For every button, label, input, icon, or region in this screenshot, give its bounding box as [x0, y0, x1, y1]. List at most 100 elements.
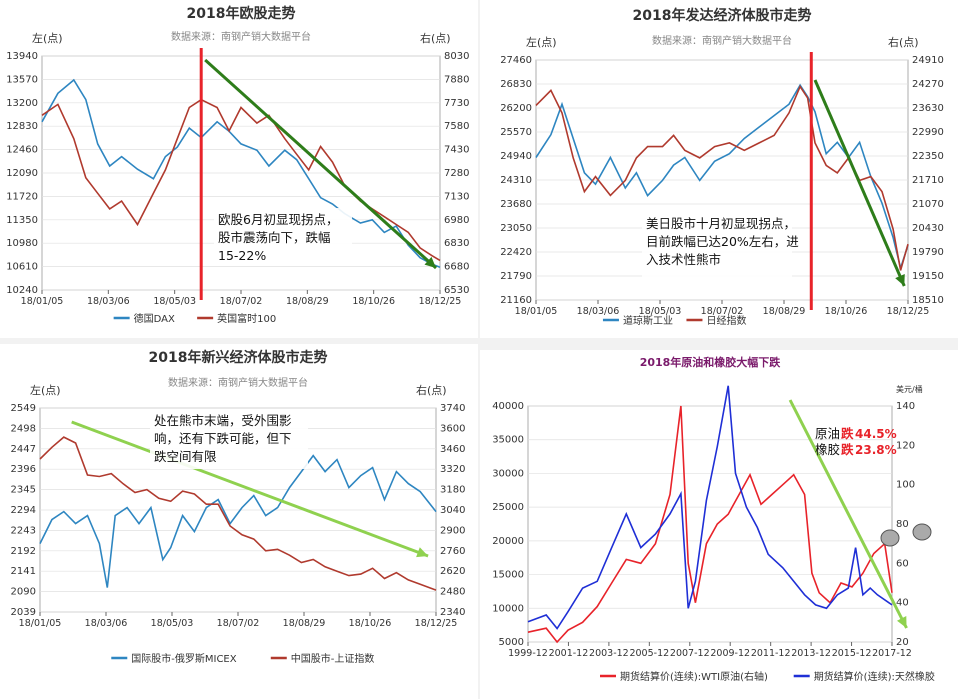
y-left-tick-label: 21790	[500, 271, 532, 282]
legend-label-1: 中国股市-上证指数	[291, 652, 375, 665]
y-right-tick-label: 2340	[440, 607, 465, 618]
y-left-tick-label: 27460	[500, 55, 532, 66]
y-left-tick-label: 2549	[11, 403, 36, 414]
annotation-box	[642, 212, 792, 278]
x-tick-label: 18/05/03	[639, 306, 682, 317]
x-tick-label: 18/10/26	[825, 306, 868, 317]
y-left-tick-label: 2396	[11, 464, 36, 475]
annotation-box	[214, 208, 352, 266]
y-right-tick-label: 2760	[440, 546, 465, 557]
x-tick-label: 18/07/02	[701, 306, 744, 317]
legend-label-1: 英国富时100	[217, 312, 276, 325]
x-tick-label: 2001-12	[549, 648, 589, 659]
y-right-tick-label: 24270	[912, 79, 944, 90]
chart-subtitle: 数据来源：南钢产销大数据平台	[171, 30, 311, 43]
x-tick-label: 18/12/25	[419, 296, 462, 307]
x-tick-label: 2017-12	[872, 648, 912, 659]
y-right-tick-label: 80	[896, 519, 909, 530]
y-left-tick-label: 22420	[500, 247, 532, 258]
chart-subtitle: 数据来源：南钢产销大数据平台	[168, 376, 308, 389]
y-left-tick-label: 10610	[6, 262, 38, 273]
y-left-tick-label: 23680	[500, 199, 532, 210]
x-tick-label: 18/08/29	[286, 296, 329, 307]
x-tick-label: 2013-12	[791, 648, 831, 659]
y-right-tick-label: 3460	[440, 444, 465, 455]
x-tick-label: 18/01/05	[19, 618, 62, 629]
x-tick-label: 18/12/25	[887, 306, 930, 317]
y-right-tick-label: 3740	[440, 403, 465, 414]
y-left-tick-label: 2192	[11, 546, 36, 557]
y-right-tick-label: 2620	[440, 566, 465, 577]
y-right-tick-label: 21710	[912, 175, 944, 186]
y-left-tick-label: 2345	[11, 485, 36, 496]
y-left-tick-label: 21160	[500, 295, 532, 306]
annotation-text: 跌空间有限	[154, 449, 217, 464]
y-left-tick-label: 10240	[6, 285, 38, 296]
y-right-tick-label: 120	[896, 440, 915, 451]
y-right-tick-label: 24910	[912, 55, 944, 66]
y-left-tick-label: 13200	[6, 98, 38, 109]
annotation-verb: 跌	[841, 442, 854, 457]
trend-arrow-line	[71, 420, 429, 558]
trend-arrow-line	[788, 399, 908, 629]
x-tick-label: 18/03/06	[577, 306, 620, 317]
y-left-tick-label: 25570	[500, 127, 532, 138]
y-right-tick-label: 3040	[440, 505, 465, 516]
chart-subtitle: 数据来源：南钢产销大数据平台	[652, 34, 792, 47]
y-left-tick-label: 15000	[492, 570, 524, 581]
annotation-verb: 跌	[841, 426, 854, 441]
y-right-tick-label: 6980	[444, 215, 469, 226]
y-left-tick-label: 35000	[492, 435, 524, 446]
x-tick-label: 18/05/03	[153, 296, 196, 307]
y-right-tick-label: 19790	[912, 247, 944, 258]
y-right-tick-label: 6530	[444, 285, 469, 296]
y-right-tick-label: 40	[896, 598, 909, 609]
x-tick-label: 18/05/03	[151, 618, 194, 629]
y-left-tick-label: 26830	[500, 79, 532, 90]
y-right-tick-label: 3320	[440, 464, 465, 475]
annotation-text: 15-22%	[218, 248, 266, 263]
y-right-tick-label: 3600	[440, 423, 465, 434]
x-tick-label: 18/08/29	[763, 306, 806, 317]
y-left-tick-label: 13940	[6, 51, 38, 62]
series-line-0	[41, 78, 441, 268]
y-left-tick-label: 2498	[11, 423, 36, 434]
y-left-tick-label: 20000	[492, 536, 524, 547]
x-tick-label: 2005-12	[629, 648, 669, 659]
y-right-tick-label: 22990	[912, 127, 944, 138]
x-tick-label: 18/03/06	[85, 618, 128, 629]
y-left-tick-label: 2141	[11, 566, 36, 577]
chart-title: 2018年新兴经济体股市走势	[149, 349, 328, 366]
y-left-tick-label: 12830	[6, 121, 38, 132]
peak-marker	[880, 529, 900, 547]
y-right-tick-label: 22350	[912, 151, 944, 162]
y-left-tick-label: 2243	[11, 525, 36, 536]
x-tick-label: 18/07/02	[220, 296, 263, 307]
legend-label-0: 国际股市-俄罗斯MICEX	[131, 652, 236, 665]
x-tick-label: 18/01/05	[21, 296, 64, 307]
trend-arrow-head	[895, 274, 905, 286]
y-left-tick-label: 5000	[499, 637, 524, 648]
y-right-tick-label: 21070	[912, 199, 944, 210]
trend-arrow-line	[813, 79, 906, 287]
y-right-tick-label: 6830	[444, 238, 469, 249]
annotation-text: 美日股市十月初显现拐点，	[646, 216, 796, 231]
y-axis-left-label: 左(点)	[32, 32, 63, 45]
y-right-tick-label: 3180	[440, 485, 465, 496]
x-tick-label: 18/07/02	[217, 618, 260, 629]
trend-arrow-head	[424, 256, 437, 268]
y-right-tick-label: 7430	[444, 145, 469, 156]
annotation-value: 44.5%	[855, 427, 897, 441]
series-line-1	[41, 98, 441, 262]
y-right-tick-label: 6680	[444, 262, 469, 273]
annotation-text: 处在熊市末端，受外围影	[154, 413, 292, 428]
trend-arrow-head	[416, 547, 429, 558]
trend-arrow-line	[204, 58, 438, 270]
y-left-tick-label: 24310	[500, 175, 532, 186]
y-right-tick-label: 20	[896, 637, 909, 648]
y-right-tick-label: 7130	[444, 191, 469, 202]
y-right-tick-label: 7730	[444, 98, 469, 109]
